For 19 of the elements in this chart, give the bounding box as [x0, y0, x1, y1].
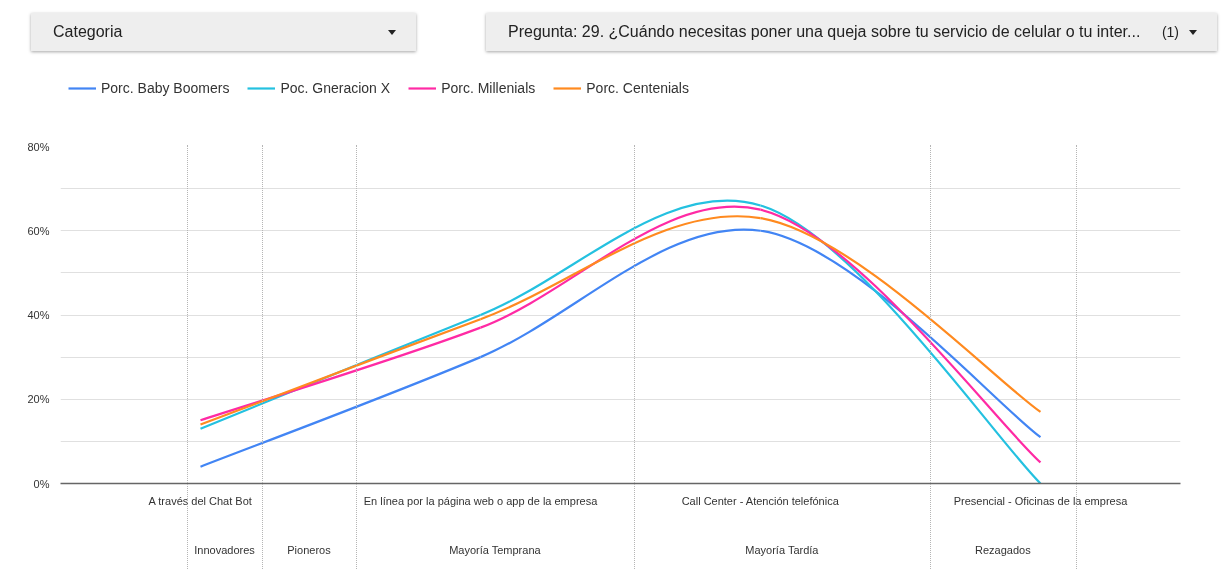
text: Innovadores [194, 544, 255, 556]
y-tick-label: 80% [27, 140, 50, 153]
dropdown: Categoria [31, 13, 416, 51]
x-tick-label: A través del Chat Bot [148, 494, 252, 507]
text: Pioneros [287, 544, 331, 556]
text: Mayoría Tardía [744, 543, 820, 558]
legend-label: Poc. Gneracion X [280, 80, 391, 96]
dropdown: Pregunta: 29. ¿Cuándo necesitas poner una queja sobre tu servicio de celular o tu inter... (1) [486, 13, 1217, 51]
text: Rezagados [974, 543, 1032, 558]
legend-label: Porc. Baby Boomers [101, 80, 230, 96]
text: Mayoría Temprana [448, 543, 542, 558]
legend-label: Porc. Centenials [586, 80, 689, 96]
y-tick-label: 60% [27, 224, 50, 237]
x-tick-label: En línea por la página web o app de la empresa [363, 494, 599, 507]
y-tick-label: 20% [27, 393, 50, 406]
y-tick-label: 0% [33, 477, 50, 490]
legend-label: Porc. Millenials [441, 80, 536, 96]
y-tick-label: 40% [27, 309, 50, 321]
x-tick-label: Call Center - Atención telefónica [681, 494, 840, 507]
